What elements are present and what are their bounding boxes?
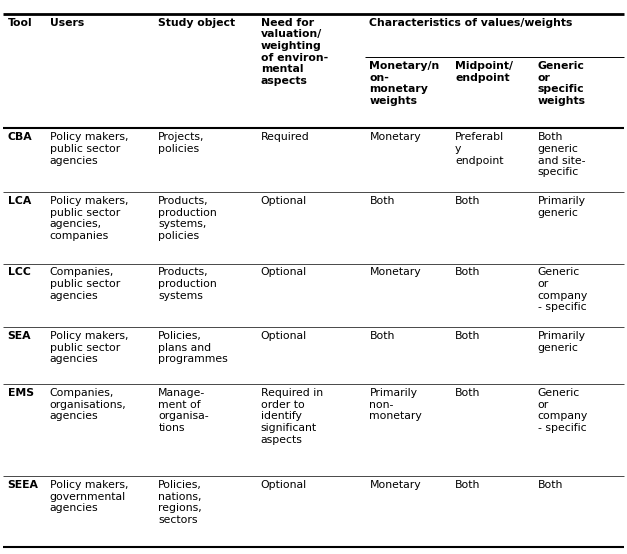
Text: Policy makers,
public sector
agencies: Policy makers, public sector agencies — [50, 132, 129, 166]
Text: Both
generic
and site-
specific: Both generic and site- specific — [537, 132, 585, 177]
Text: Generic
or
specific
weights: Generic or specific weights — [537, 61, 586, 106]
Text: Midpoint/
endpoint: Midpoint/ endpoint — [455, 61, 513, 83]
Text: SEA: SEA — [8, 331, 31, 341]
Text: Policy makers,
public sector
agencies: Policy makers, public sector agencies — [50, 331, 129, 365]
Text: SEEA: SEEA — [8, 480, 38, 490]
Text: Primarily
generic: Primarily generic — [537, 196, 586, 218]
Text: Optional: Optional — [261, 480, 307, 490]
Text: Monetary: Monetary — [369, 268, 421, 278]
Text: Generic
or
company
- specific: Generic or company - specific — [537, 388, 588, 433]
Text: CBA: CBA — [8, 132, 32, 142]
Text: Both: Both — [455, 331, 480, 341]
Text: Both: Both — [455, 480, 480, 490]
Text: Monetary/n
on-
monetary
weights: Monetary/n on- monetary weights — [369, 61, 440, 106]
Text: Both: Both — [369, 196, 395, 206]
Text: EMS: EMS — [8, 388, 33, 398]
Text: Products,
production
systems: Products, production systems — [159, 268, 217, 301]
Text: Preferabl
y
endpoint: Preferabl y endpoint — [455, 132, 504, 166]
Text: Users: Users — [50, 18, 84, 28]
Text: Required: Required — [261, 132, 310, 142]
Text: Characteristics of values/weights: Characteristics of values/weights — [369, 18, 573, 28]
Text: Both: Both — [537, 480, 563, 490]
Text: Projects,
policies: Projects, policies — [159, 132, 205, 154]
Text: LCA: LCA — [8, 196, 31, 206]
Text: Primarily
generic: Primarily generic — [537, 331, 586, 353]
Text: Generic
or
company
- specific: Generic or company - specific — [537, 268, 588, 312]
Text: Tool: Tool — [8, 18, 32, 28]
Text: Optional: Optional — [261, 268, 307, 278]
Text: Policy makers,
governmental
agencies: Policy makers, governmental agencies — [50, 480, 129, 513]
Text: Primarily
non-
monetary: Primarily non- monetary — [369, 388, 422, 422]
Text: Companies,
organisations,
agencies: Companies, organisations, agencies — [50, 388, 127, 422]
Text: Monetary: Monetary — [369, 132, 421, 142]
Text: Monetary: Monetary — [369, 480, 421, 490]
Text: Policies,
nations,
regions,
sectors: Policies, nations, regions, sectors — [159, 480, 203, 525]
Text: Companies,
public sector
agencies: Companies, public sector agencies — [50, 268, 120, 301]
Text: Policies,
plans and
programmes: Policies, plans and programmes — [159, 331, 228, 365]
Text: Products,
production
systems,
policies: Products, production systems, policies — [159, 196, 217, 241]
Text: Policy makers,
public sector
agencies,
companies: Policy makers, public sector agencies, c… — [50, 196, 129, 241]
Text: Required in
order to
identify
significant
aspects: Required in order to identify significan… — [261, 388, 323, 445]
Text: Both: Both — [455, 196, 480, 206]
Text: Study object: Study object — [159, 18, 236, 28]
Text: Both: Both — [455, 388, 480, 398]
Text: Manage-
ment of
organisa-
tions: Manage- ment of organisa- tions — [159, 388, 209, 433]
Text: Both: Both — [455, 268, 480, 278]
Text: Both: Both — [369, 331, 395, 341]
Text: LCC: LCC — [8, 268, 30, 278]
Text: Optional: Optional — [261, 331, 307, 341]
Text: Optional: Optional — [261, 196, 307, 206]
Text: Need for
valuation/
weighting
of environ-
mental
aspects: Need for valuation/ weighting of environ… — [261, 18, 328, 86]
